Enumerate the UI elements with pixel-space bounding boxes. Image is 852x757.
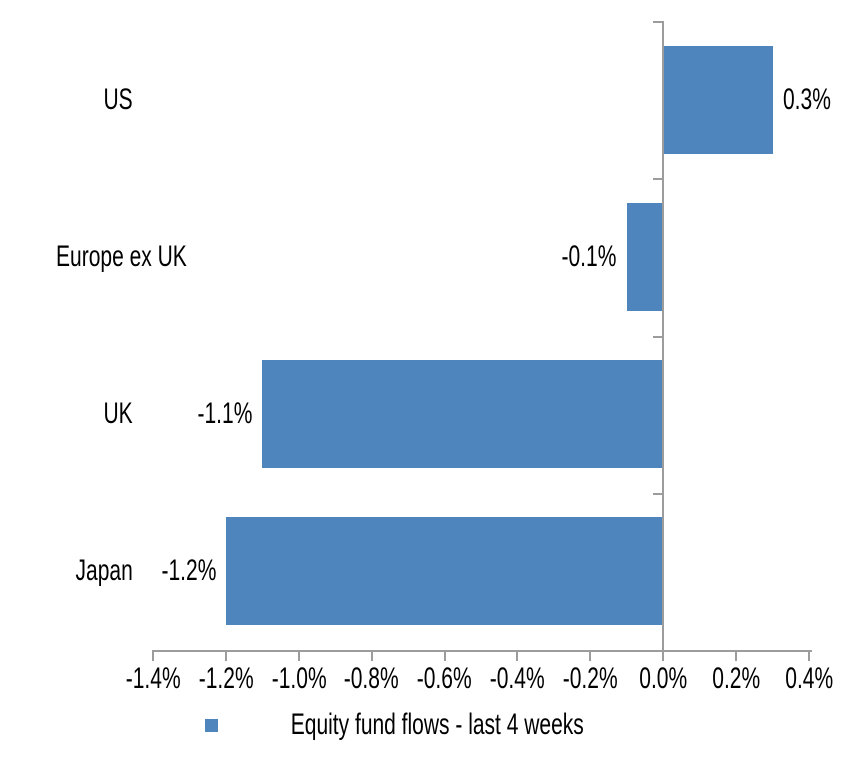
x-axis-tick bbox=[735, 650, 738, 661]
x-axis-tick bbox=[152, 650, 154, 661]
category-axis-tick bbox=[653, 493, 663, 495]
x-axis-tick bbox=[443, 650, 446, 661]
data-label-japan: -1.2% bbox=[138, 554, 216, 588]
label-text: -1.2% bbox=[198, 662, 254, 695]
label-text: -1.2% bbox=[161, 554, 216, 588]
bar-europe-ex-uk bbox=[626, 202, 664, 311]
x-axis-tick bbox=[297, 650, 300, 661]
label-text: -0.6% bbox=[417, 662, 472, 695]
x-axis-tick bbox=[516, 650, 519, 661]
category-label-uk: UK bbox=[0, 397, 133, 431]
bar-uk bbox=[262, 360, 664, 469]
bar-us bbox=[663, 45, 773, 154]
label-text: 0.3% bbox=[782, 82, 831, 116]
x-tick-label: 0.0% bbox=[603, 662, 723, 696]
x-axis-tick bbox=[224, 650, 227, 661]
label-text: 0.4% bbox=[785, 662, 833, 695]
label-text: UK bbox=[103, 397, 133, 431]
zero-axis-line bbox=[662, 21, 665, 652]
x-tick-label: 0.4% bbox=[749, 662, 852, 696]
label-text: 0.0% bbox=[639, 662, 688, 695]
x-tick-label: -0.2% bbox=[530, 662, 650, 696]
x-tick-label: 0.2% bbox=[676, 662, 796, 696]
legend-entry: Equity fund flows - last 4 weeks bbox=[228, 705, 647, 745]
category-axis-tick bbox=[653, 178, 663, 180]
label-text: US bbox=[103, 82, 133, 116]
label-text: -0.8% bbox=[344, 662, 400, 695]
x-axis-tick bbox=[808, 650, 810, 661]
category-label-japan: Japan bbox=[0, 554, 133, 588]
x-tick-label: -0.8% bbox=[312, 662, 432, 696]
data-label-uk: -1.1% bbox=[174, 397, 252, 431]
x-tick-label: -1.4% bbox=[93, 662, 213, 696]
x-tick-label: -0.4% bbox=[457, 662, 577, 696]
category-axis-tick bbox=[653, 21, 663, 23]
label-text: -0.2% bbox=[562, 662, 618, 695]
legend-series-marker-icon bbox=[205, 718, 219, 732]
label-text: -0.4% bbox=[490, 662, 545, 695]
data-label-us: 0.3% bbox=[783, 83, 851, 117]
category-label-europe-ex-uk: Europe ex UK bbox=[0, 240, 187, 274]
label-text: Europe ex UK bbox=[56, 239, 187, 273]
label-text: -0.1% bbox=[561, 239, 617, 273]
label-text: 0.2% bbox=[712, 662, 761, 695]
label-text: Japan bbox=[75, 554, 133, 588]
x-tick-label: -1.0% bbox=[239, 662, 359, 696]
data-label-europe-ex-uk: -0.1% bbox=[538, 239, 617, 274]
x-axis-tick bbox=[370, 650, 373, 661]
category-label-us: US bbox=[0, 83, 133, 117]
x-tick-label: -0.6% bbox=[385, 662, 505, 696]
label-text: -1.4% bbox=[125, 662, 181, 695]
label-text: -1.0% bbox=[271, 662, 327, 695]
x-axis-tick bbox=[589, 650, 592, 661]
bar-japan bbox=[225, 517, 664, 626]
x-axis-tick bbox=[662, 650, 665, 661]
legend-label: Equity fund flows - last 4 weeks bbox=[291, 708, 584, 741]
legend: Equity fund flows - last 4 weeks bbox=[0, 705, 852, 745]
label-text: -1.1% bbox=[197, 397, 253, 431]
category-axis-tick bbox=[653, 336, 663, 338]
x-tick-label: -1.2% bbox=[166, 662, 286, 696]
x-axis-line bbox=[152, 650, 812, 652]
